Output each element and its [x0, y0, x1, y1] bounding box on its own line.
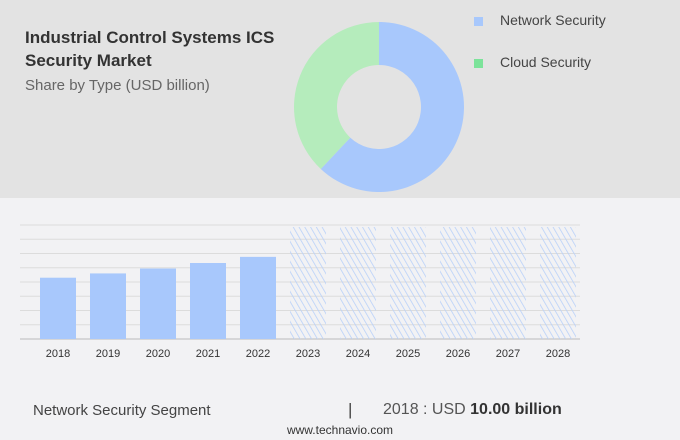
- forecast-bar-2024: [340, 227, 376, 339]
- legend-swatch: [474, 58, 483, 68]
- x-tick-label: 2020: [146, 348, 170, 360]
- legend-cloud-security: Cloud Security: [474, 54, 591, 70]
- bar-2021: [190, 263, 226, 339]
- separator: |: [348, 400, 353, 419]
- x-tick-label: 2022: [246, 348, 270, 360]
- legend-network-security: Network Security: [474, 12, 606, 28]
- segment-value: 2018 : USD 10.00 billion: [383, 401, 562, 419]
- x-tick-label: 2018: [46, 348, 70, 360]
- forecast-bar-2027: [490, 227, 526, 339]
- bar-2019: [90, 273, 126, 339]
- x-tick-label: 2026: [446, 348, 470, 360]
- source-url[interactable]: www.technavio.com: [286, 423, 394, 437]
- x-tick-label: 2027: [496, 348, 520, 360]
- page-subtitle: Share by Type (USD billion): [25, 77, 210, 94]
- legend-label: Cloud Security: [500, 54, 592, 70]
- x-tick-label: 2025: [396, 348, 420, 360]
- x-tick-label: 2024: [346, 348, 370, 360]
- bar-2022: [240, 256, 276, 339]
- legend-label: Network Security: [500, 12, 606, 28]
- year-value: 2018 : USD: [383, 401, 471, 418]
- forecast-bar-2025: [390, 227, 426, 339]
- forecast-bar-2028: [540, 227, 576, 339]
- legend-swatch: [474, 16, 483, 26]
- donut-slice-network-security: [320, 22, 465, 192]
- segment-label: Network Security Segment: [33, 402, 211, 419]
- bar-2020: [140, 268, 176, 339]
- forecast-bar-2026: [440, 227, 476, 339]
- x-tick-label: 2023: [296, 348, 320, 360]
- value-bold: 10.00 billion: [470, 401, 562, 418]
- forecast-bar-2023: [290, 227, 326, 339]
- x-tick-label: 2028: [546, 348, 570, 360]
- bar-2018: [40, 277, 76, 339]
- donut-slice-cloud-security: [294, 22, 379, 169]
- x-tick-label: 2019: [96, 348, 120, 360]
- page-title: Industrial Control Systems ICS Security …: [25, 28, 275, 70]
- x-tick-label: 2021: [196, 348, 220, 360]
